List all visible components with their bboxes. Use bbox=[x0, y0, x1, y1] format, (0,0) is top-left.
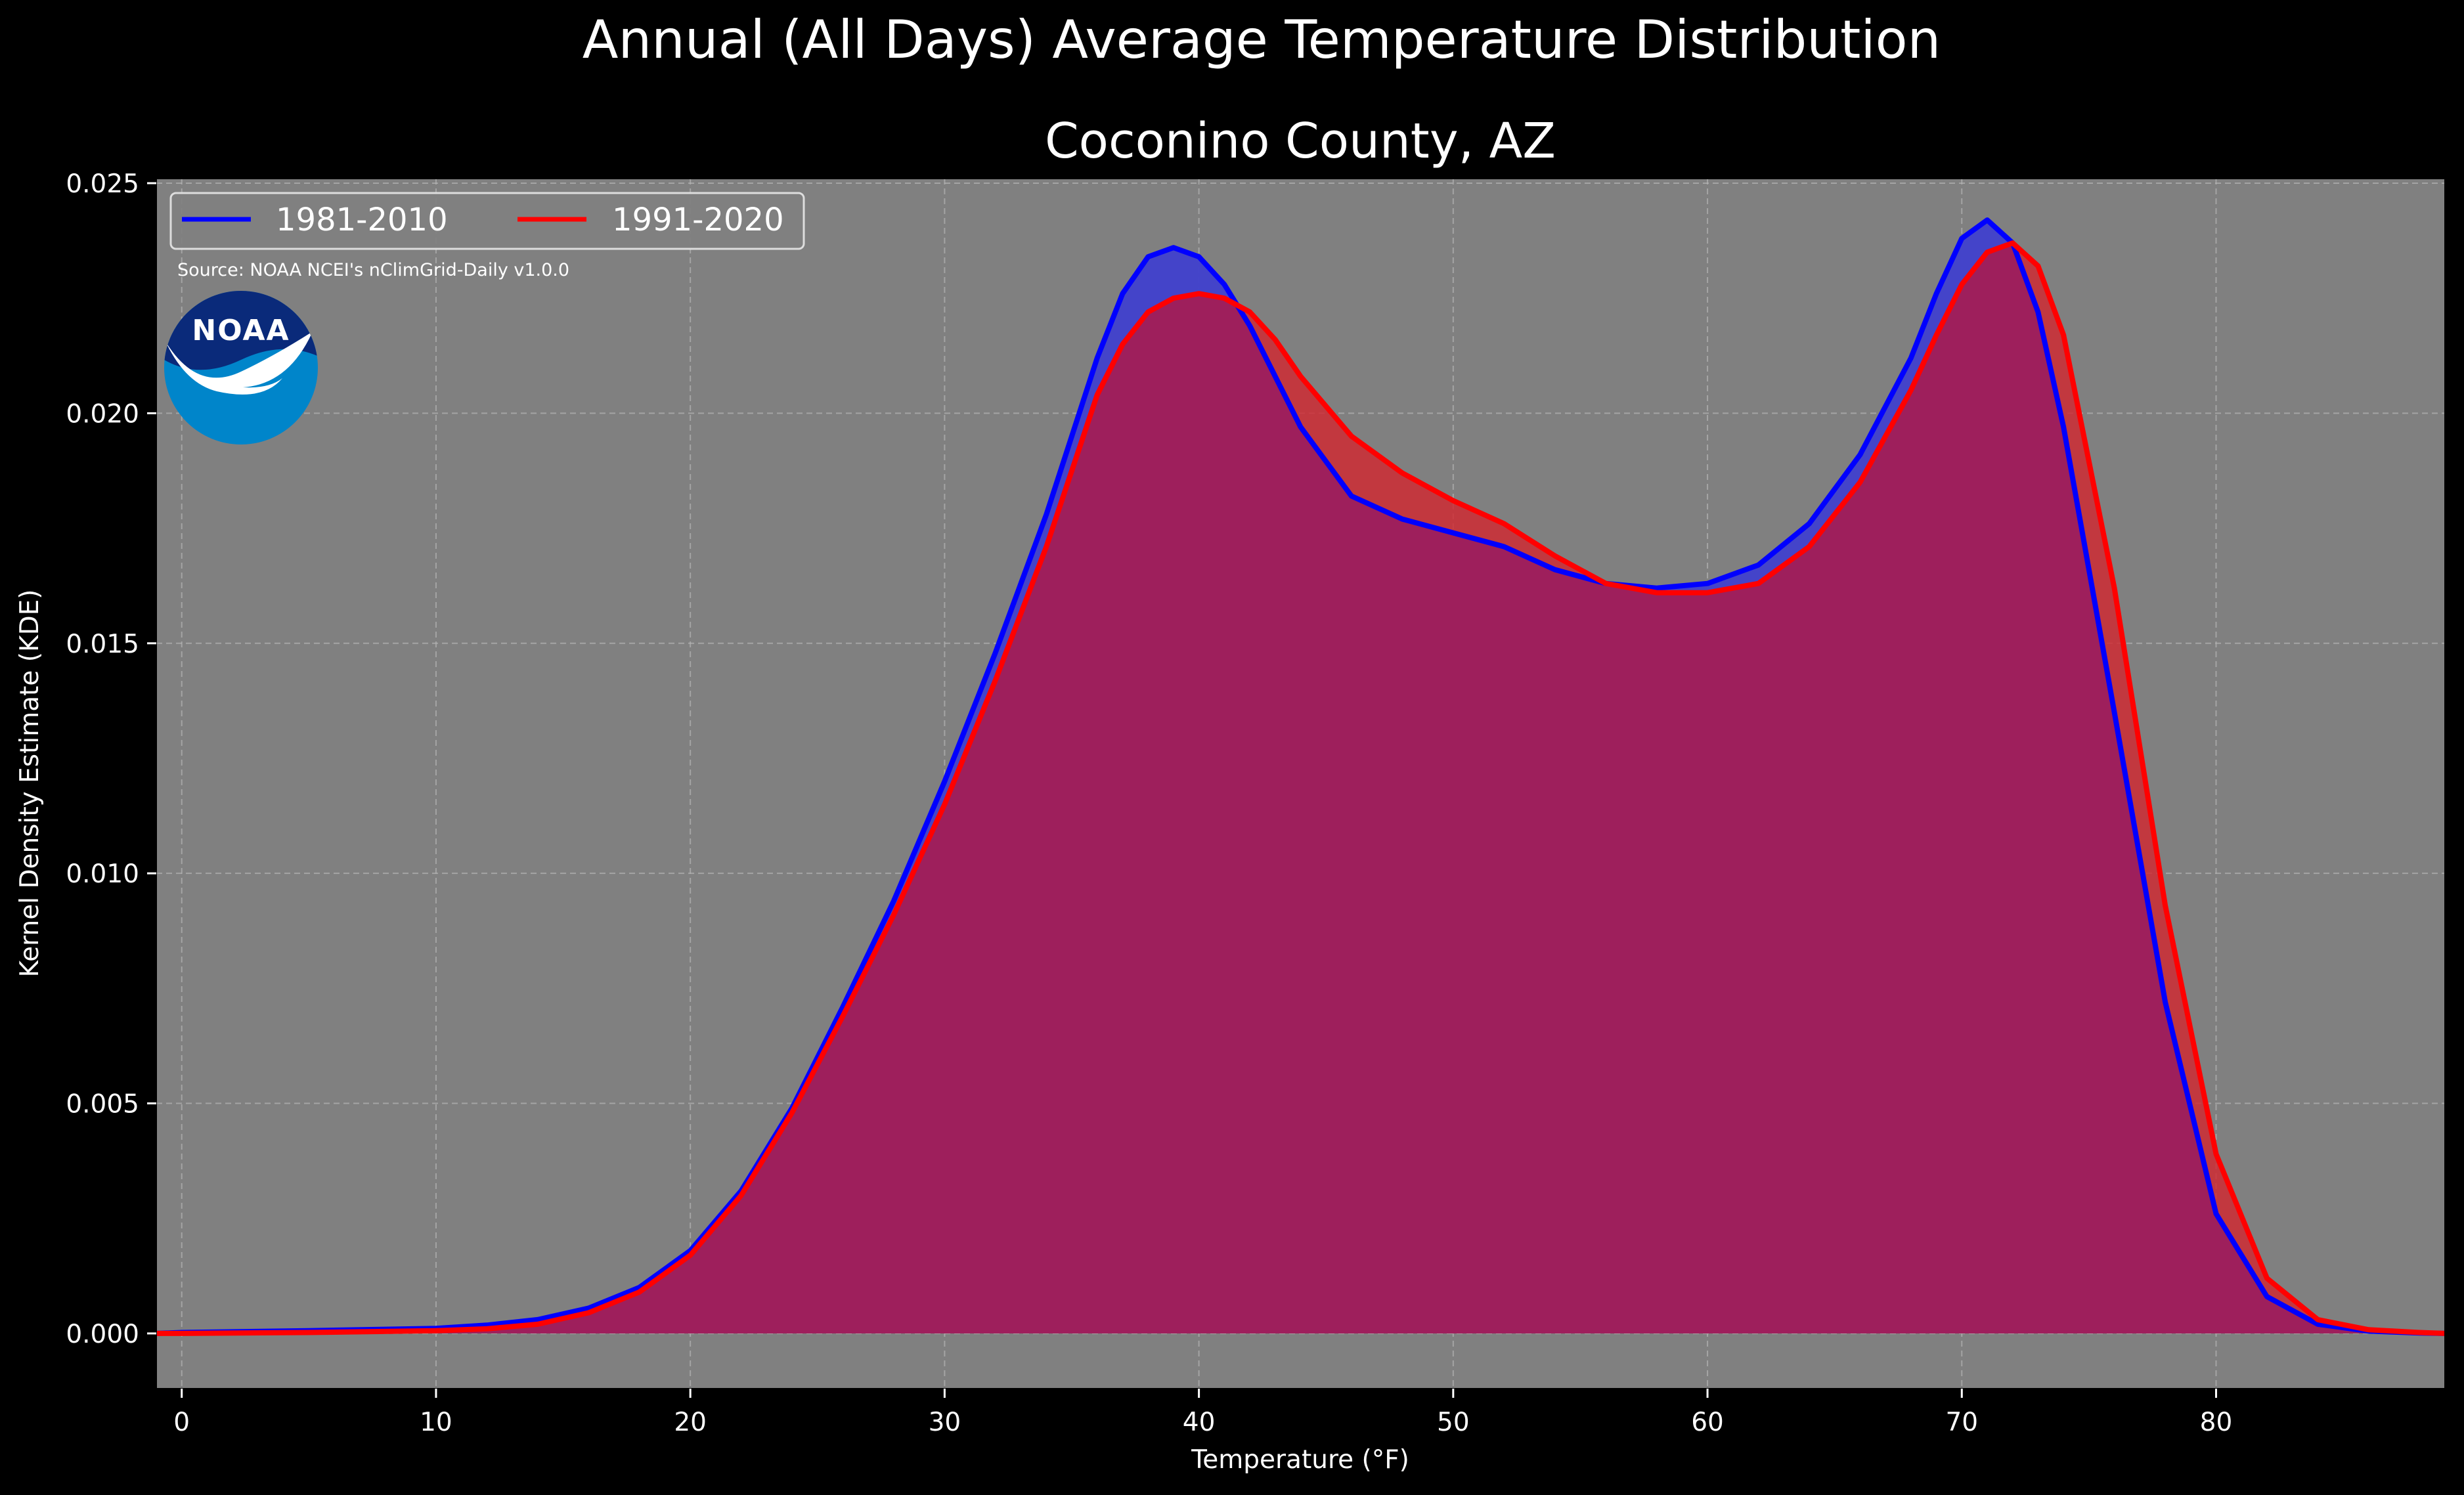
noaa-logo: NOAA bbox=[164, 291, 318, 444]
legend-label-1981-2010: 1981-2010 bbox=[276, 202, 448, 238]
line-1981-2010 bbox=[156, 217, 2445, 1336]
x-tick-label: 40 bbox=[1183, 1408, 1216, 1437]
y-axis: 0.000 0.005 0.010 0.015 0.020 0.025 bbox=[66, 169, 156, 1349]
x-tick-label: 50 bbox=[1437, 1408, 1470, 1437]
x-tick-label: 0 bbox=[173, 1408, 190, 1437]
chart-title: Annual (All Days) Average Temperature Di… bbox=[583, 9, 1941, 70]
y-tick-label: 0.010 bbox=[66, 859, 139, 889]
area-overlap bbox=[156, 243, 2445, 1333]
x-tick-label: 20 bbox=[674, 1408, 707, 1437]
x-axis-label: Temperature (°F) bbox=[1191, 1445, 1409, 1475]
legend-label-1991-2020: 1991-2020 bbox=[612, 202, 784, 238]
y-tick-label: 0.020 bbox=[66, 399, 139, 429]
y-tick-label: 0.015 bbox=[66, 630, 139, 659]
x-tick-label: 60 bbox=[1691, 1408, 1724, 1437]
x-tick-label: 70 bbox=[1945, 1408, 1978, 1437]
y-axis-label: Kernel Density Estimate (KDE) bbox=[15, 590, 45, 978]
chart-subtitle: Coconino County, AZ bbox=[1045, 113, 1556, 169]
logo-gull-icon bbox=[165, 332, 313, 395]
y-tick-label: 0.000 bbox=[66, 1320, 139, 1349]
logo-text: NOAA bbox=[192, 314, 290, 347]
series-fills bbox=[156, 220, 2445, 1333]
logo-sky bbox=[164, 291, 318, 370]
y-tick-label: 0.005 bbox=[66, 1090, 139, 1119]
source-note: Source: NOAA NCEI's nClimGrid-Daily v1.0… bbox=[177, 260, 569, 280]
legend: 1981-2010 1991-2020 bbox=[169, 192, 805, 250]
x-tick-label: 30 bbox=[929, 1408, 961, 1437]
line-1991-2020 bbox=[156, 240, 2445, 1336]
plot-frame bbox=[156, 178, 2446, 1389]
series-lines bbox=[156, 217, 2445, 1336]
x-tick-label: 10 bbox=[420, 1408, 452, 1437]
y-tick-label: 0.025 bbox=[66, 169, 139, 199]
legend-box bbox=[169, 192, 805, 250]
x-tick-label: 80 bbox=[2200, 1408, 2233, 1437]
x-axis: 0 10 20 30 40 50 60 70 80 bbox=[173, 1389, 2232, 1437]
